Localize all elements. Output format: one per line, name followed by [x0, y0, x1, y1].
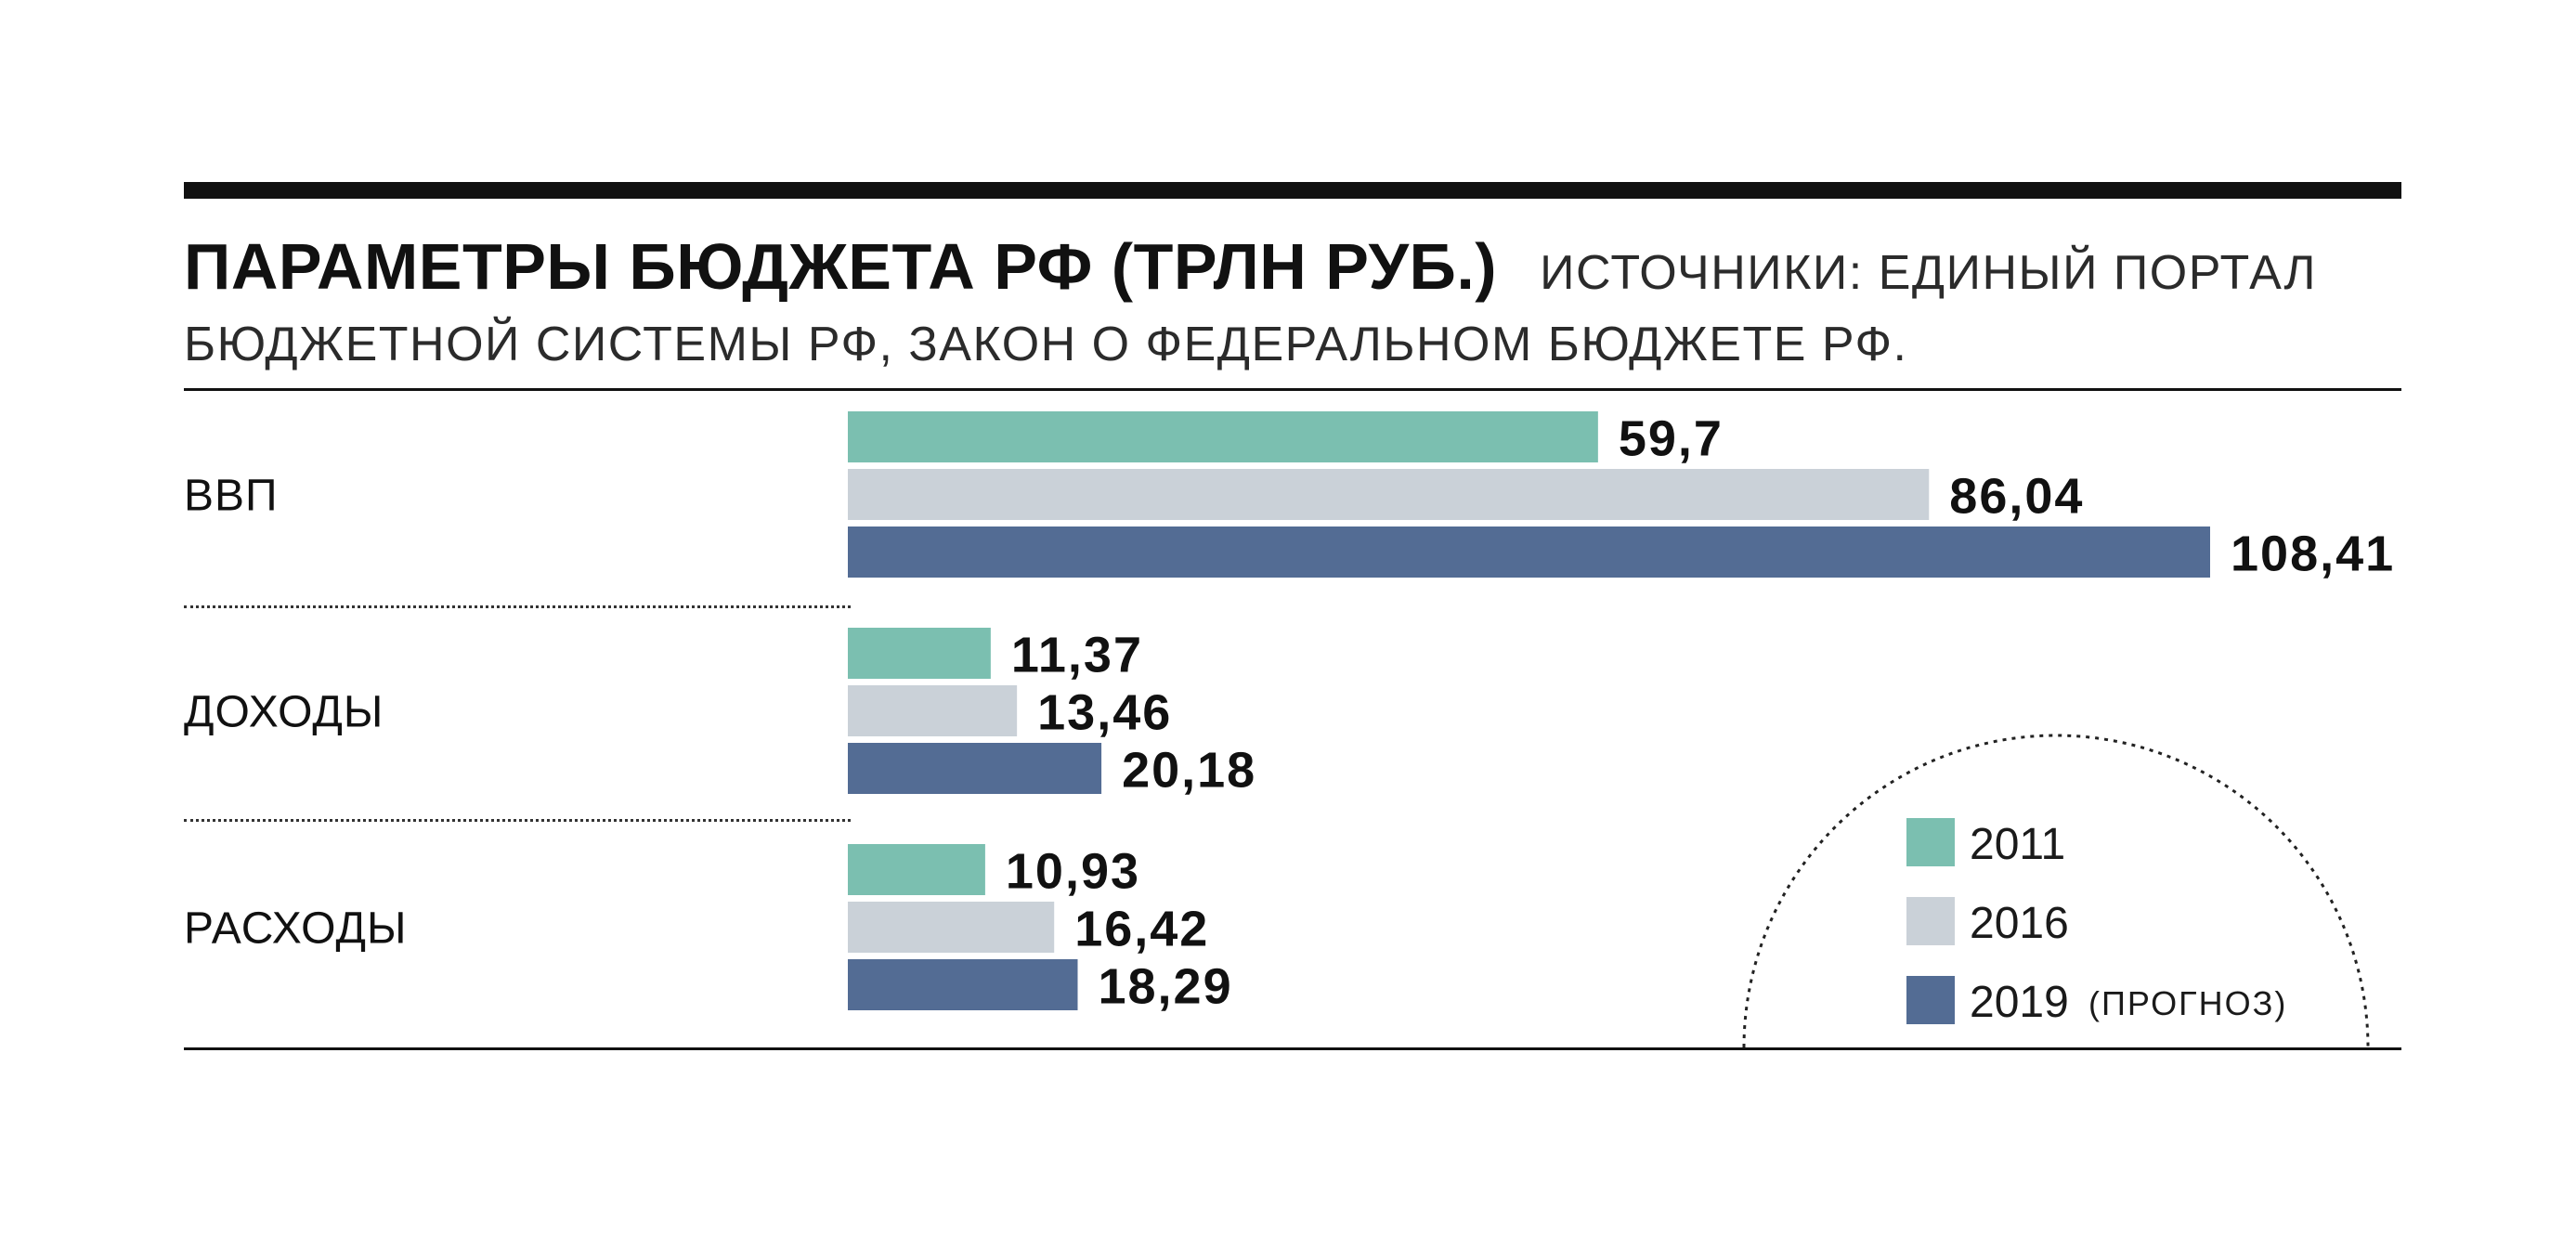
legend-label: 2016: [1970, 899, 2069, 948]
legend-swatch-2011: [1906, 818, 1955, 866]
chart-header: ПАРАМЕТРЫ БЮДЖЕТА РФ (ТРЛН РУБ.) ИСТОЧНИК…: [184, 221, 2413, 375]
data-label: 10,93: [1006, 844, 1140, 900]
data-label: 86,04: [1949, 469, 2084, 525]
data-label: 16,42: [1074, 902, 1209, 957]
data-label: 108,41: [2231, 526, 2395, 582]
bar-2011-1: [848, 628, 991, 679]
header-bottom-rule: [184, 388, 2401, 391]
bar-2016-2: [848, 902, 1055, 953]
legend-label: 2011: [1970, 820, 2065, 869]
source-text-line-1: ИСТОЧНИКИ: ЕДИНЫЙ ПОРТАЛ: [1540, 246, 2318, 300]
category-label: РАСХОДЫ: [184, 904, 407, 954]
data-label: 11,37: [1011, 628, 1143, 683]
category-separator-1: [184, 605, 851, 608]
bar-2019-0: [848, 526, 2210, 578]
chart-bottom-rule: [184, 1047, 2401, 1050]
legend-swatch-2019: [1906, 976, 1955, 1024]
top-rule: [184, 182, 2401, 199]
bar-2011-2: [848, 844, 985, 895]
data-label: 18,29: [1098, 959, 1232, 1015]
source-text-line-2: БЮДЖЕТНОЙ СИСТЕМЫ РФ, ЗАКОН О ФЕДЕРАЛЬНО…: [184, 318, 1908, 371]
bar-2016-0: [848, 469, 1930, 520]
category-label: ВВП: [184, 472, 279, 521]
legend-label: 2019: [1970, 978, 2069, 1027]
chart-title: ПАРАМЕТРЫ БЮДЖЕТА РФ (ТРЛН РУБ.): [184, 230, 1498, 303]
data-label: 20,18: [1122, 743, 1256, 799]
bar-2019-1: [848, 743, 1102, 794]
category-label: ДОХОДЫ: [184, 688, 384, 737]
bar-2011-0: [848, 411, 1598, 462]
data-label: 59,7: [1619, 411, 1724, 467]
legend-swatch-2016: [1906, 897, 1955, 945]
legend-note: (ПРОГНОЗ): [2088, 984, 2287, 1022]
category-separator-2: [184, 819, 851, 822]
header-line-1: ПАРАМЕТРЫ БЮДЖЕТА РФ (ТРЛН РУБ.) ИСТОЧНИК…: [184, 221, 2413, 312]
bar-2016-1: [848, 685, 1018, 736]
bar-2019-2: [848, 959, 1078, 1010]
data-label: 13,46: [1037, 685, 1172, 741]
